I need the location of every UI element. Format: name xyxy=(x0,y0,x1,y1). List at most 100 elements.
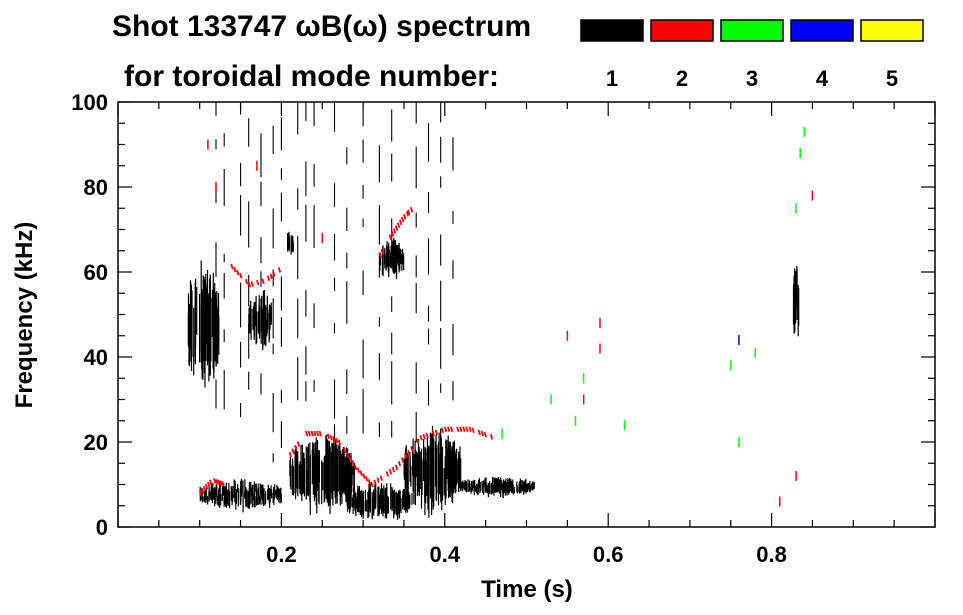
series-13-mark xyxy=(397,461,402,467)
series-14-mark xyxy=(209,479,213,486)
series-11-mark xyxy=(233,266,237,273)
series-11-mark xyxy=(239,272,243,279)
series-13 xyxy=(288,426,494,488)
series-13-mark xyxy=(337,439,341,445)
series-12-mark xyxy=(405,211,410,217)
series-15 xyxy=(207,139,814,507)
series-12-mark xyxy=(396,222,401,229)
series-11-mark xyxy=(247,282,252,288)
series-12-mark xyxy=(394,225,399,231)
series-13-mark xyxy=(345,452,350,458)
legend-label-2: 2 xyxy=(676,66,688,91)
series-14-mark xyxy=(221,481,225,487)
series-11 xyxy=(230,263,282,288)
series-11-mark xyxy=(256,279,260,286)
series-13-mark xyxy=(335,437,339,444)
series-13-mark xyxy=(373,479,377,486)
series-12-mark xyxy=(388,234,393,241)
series-11-mark xyxy=(269,273,273,280)
y-tick-label: 40 xyxy=(84,345,108,370)
series-13-mark xyxy=(307,430,311,437)
series-16 xyxy=(501,126,806,447)
series-13-mark xyxy=(443,426,448,433)
series-13-mark xyxy=(422,433,426,440)
series-10 xyxy=(215,102,454,463)
series-13-mark xyxy=(471,427,475,434)
series-14-mark xyxy=(213,478,217,484)
y-tick-label: 60 xyxy=(84,260,108,285)
series-12-mark xyxy=(401,216,405,223)
series-13-mark xyxy=(313,430,317,437)
series-14-mark xyxy=(217,479,221,486)
series-9 xyxy=(792,265,800,337)
legend-swatch-5 xyxy=(860,19,924,42)
series-13-mark xyxy=(348,456,352,462)
series-11-mark xyxy=(277,267,282,273)
series-13-mark xyxy=(447,426,451,433)
series-11-mark xyxy=(236,269,240,276)
series-13-mark xyxy=(318,430,322,437)
series-13-mark xyxy=(367,478,371,485)
series-14 xyxy=(198,478,225,496)
series-13-mark xyxy=(489,433,494,440)
series-6 xyxy=(379,237,405,280)
series-11-mark xyxy=(244,278,249,285)
series-12-mark xyxy=(407,209,411,216)
y-tick-label: 0 xyxy=(96,515,108,540)
series-13-mark xyxy=(329,435,333,441)
series-14-mark xyxy=(215,478,219,485)
series-13-mark xyxy=(326,433,331,440)
series-13-mark xyxy=(425,432,429,439)
series-2 xyxy=(248,290,272,351)
series-12-mark xyxy=(403,214,407,220)
series-13-mark xyxy=(332,436,336,442)
series-13-mark xyxy=(388,469,393,475)
series-13-mark xyxy=(477,429,481,436)
series-13-mark xyxy=(364,476,369,482)
series-12-mark xyxy=(409,206,414,213)
y-axis-ticks: 0 20 40 60 80 100 xyxy=(71,90,935,540)
series-14-mark xyxy=(219,480,223,486)
series-13-mark xyxy=(450,426,454,433)
series-12-mark xyxy=(380,248,384,255)
x-tick-label: 0.2 xyxy=(266,542,297,567)
series-1 xyxy=(199,478,282,513)
series-13-mark xyxy=(370,481,374,488)
series-13-mark xyxy=(419,435,423,441)
legend-swatch-2 xyxy=(650,19,714,42)
legend-label-4: 4 xyxy=(816,66,829,91)
series-13-mark xyxy=(462,426,466,433)
series-13-mark xyxy=(310,430,314,437)
series-13-mark xyxy=(431,430,435,437)
chart-title-line2: for toroidal mode number: xyxy=(124,60,499,93)
series-13-mark xyxy=(401,457,405,463)
x-tick-label: 0.8 xyxy=(756,542,787,567)
series-12-mark xyxy=(390,231,395,237)
series-12-mark xyxy=(392,228,397,234)
series-13-mark xyxy=(379,475,383,481)
series-13-mark xyxy=(305,430,309,437)
series-13-mark xyxy=(291,448,295,454)
series-13-mark xyxy=(456,426,460,433)
series-13-mark xyxy=(483,431,487,438)
series-11-mark xyxy=(266,275,271,282)
legend-swatch-1 xyxy=(580,19,644,42)
x-tick-label: 0.6 xyxy=(593,542,624,567)
legend-label-1: 1 xyxy=(606,66,618,91)
series-4 xyxy=(289,434,355,516)
legend-label-5: 5 xyxy=(886,66,898,91)
series-13-mark xyxy=(354,464,358,471)
series-14-mark xyxy=(202,486,207,492)
series-13-mark xyxy=(459,426,463,433)
spectrum-data xyxy=(187,102,814,520)
series-14-mark xyxy=(207,481,211,488)
series-12-mark xyxy=(399,219,403,226)
series-14-mark xyxy=(198,490,203,496)
series-12 xyxy=(378,206,414,258)
y-tick-label: 100 xyxy=(71,90,108,115)
series-13-mark xyxy=(434,429,438,436)
series-12-mark xyxy=(378,252,382,258)
legend-label-3: 3 xyxy=(746,66,758,91)
series-13-mark xyxy=(468,426,472,433)
